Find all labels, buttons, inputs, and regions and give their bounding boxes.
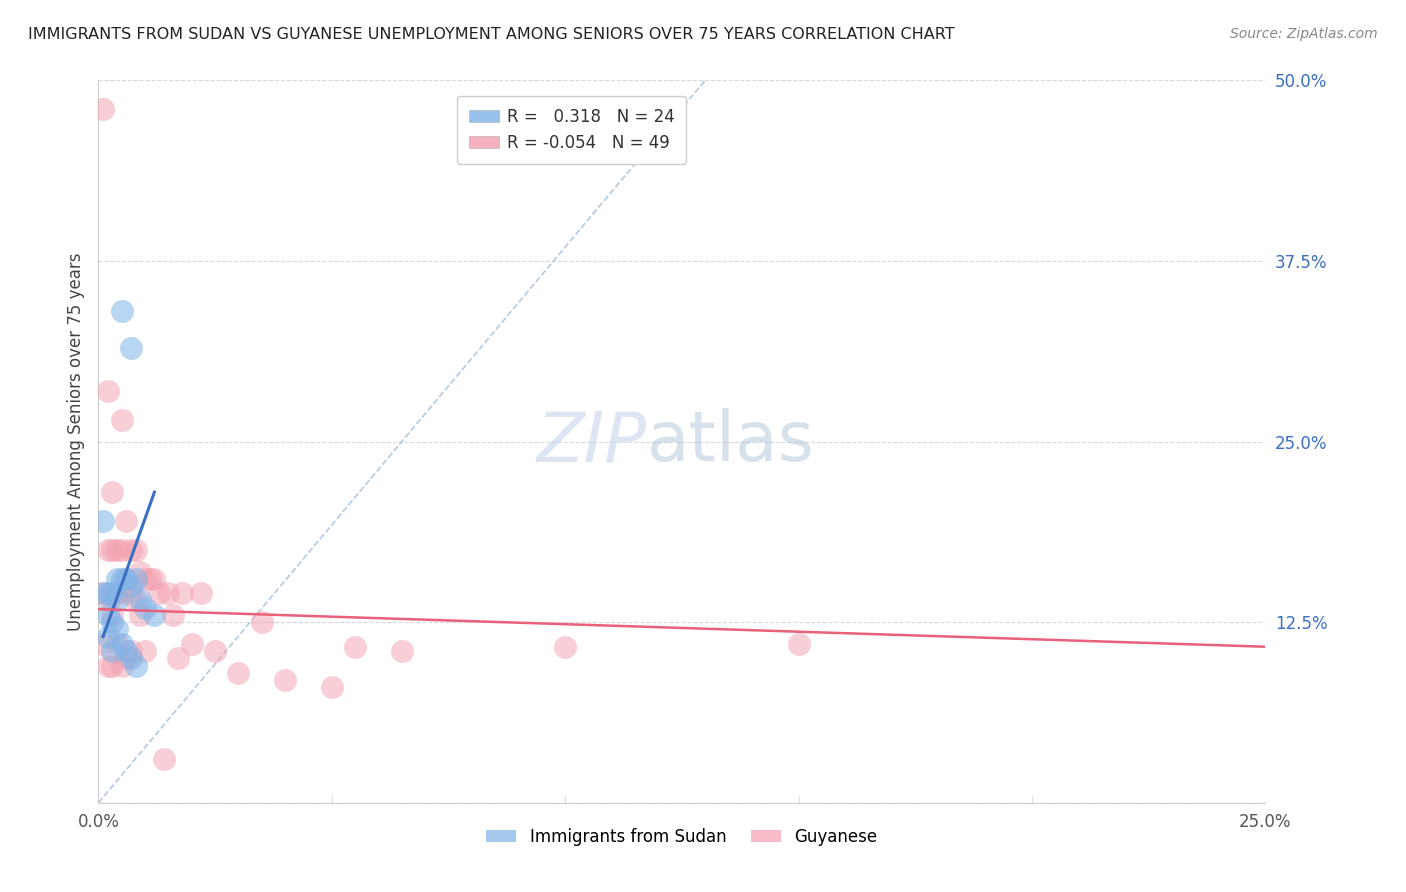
Point <box>101 644 124 658</box>
Point <box>91 586 114 600</box>
Point <box>115 644 138 658</box>
Point <box>391 644 413 658</box>
Point <box>115 572 138 586</box>
Point <box>120 586 142 600</box>
Point <box>111 572 134 586</box>
Point <box>321 680 343 694</box>
Point <box>101 485 124 500</box>
Point <box>111 542 134 557</box>
Point <box>105 542 128 557</box>
Point <box>180 637 202 651</box>
Point <box>97 542 120 557</box>
Point <box>97 586 120 600</box>
Point <box>228 665 250 680</box>
Point <box>101 542 124 557</box>
Point <box>97 607 120 622</box>
Point <box>125 658 148 673</box>
Point <box>134 600 156 615</box>
Point <box>143 607 166 622</box>
Point <box>101 615 124 630</box>
Point <box>554 640 576 654</box>
Point <box>91 514 114 528</box>
Point <box>204 644 226 658</box>
Point <box>115 514 138 528</box>
Point <box>134 572 156 586</box>
Y-axis label: Unemployment Among Seniors over 75 years: Unemployment Among Seniors over 75 years <box>66 252 84 631</box>
Point <box>157 586 180 600</box>
Point <box>129 593 152 607</box>
Point <box>787 637 810 651</box>
Point <box>105 586 128 600</box>
Point <box>162 607 184 622</box>
Text: atlas: atlas <box>647 408 814 475</box>
Point <box>111 658 134 673</box>
Point <box>101 607 124 622</box>
Point <box>120 644 142 658</box>
Point <box>97 658 120 673</box>
Point <box>111 586 134 600</box>
Point <box>111 413 134 427</box>
Point <box>101 586 124 600</box>
Point <box>148 586 170 600</box>
Point <box>97 384 120 398</box>
Point <box>274 673 297 687</box>
Point <box>91 102 114 116</box>
Point <box>143 572 166 586</box>
Point <box>344 640 367 654</box>
Text: ZIP: ZIP <box>537 408 647 475</box>
Point <box>97 630 120 644</box>
Point <box>120 579 142 593</box>
Point <box>105 572 128 586</box>
Point <box>120 542 142 557</box>
Point <box>129 607 152 622</box>
Point <box>120 341 142 355</box>
Point <box>129 565 152 579</box>
Text: IMMIGRANTS FROM SUDAN VS GUYANESE UNEMPLOYMENT AMONG SENIORS OVER 75 YEARS CORRE: IMMIGRANTS FROM SUDAN VS GUYANESE UNEMPL… <box>28 27 955 42</box>
Point <box>125 542 148 557</box>
Point <box>134 644 156 658</box>
Point <box>111 304 134 318</box>
Point <box>97 593 120 607</box>
Point <box>101 658 124 673</box>
Text: Source: ZipAtlas.com: Source: ZipAtlas.com <box>1230 27 1378 41</box>
Point <box>139 572 162 586</box>
Point <box>190 586 212 600</box>
Point <box>125 572 148 586</box>
Point <box>105 623 128 637</box>
Point <box>111 637 134 651</box>
Point <box>105 593 128 607</box>
Point <box>120 651 142 665</box>
Point <box>115 572 138 586</box>
Point <box>91 586 114 600</box>
Point <box>166 651 188 665</box>
Point <box>125 593 148 607</box>
Point <box>105 637 128 651</box>
Point <box>250 615 273 630</box>
Point <box>91 637 114 651</box>
Point <box>152 752 174 766</box>
Point <box>172 586 194 600</box>
Legend: Immigrants from Sudan, Guyanese: Immigrants from Sudan, Guyanese <box>479 821 884 852</box>
Point <box>115 651 138 665</box>
